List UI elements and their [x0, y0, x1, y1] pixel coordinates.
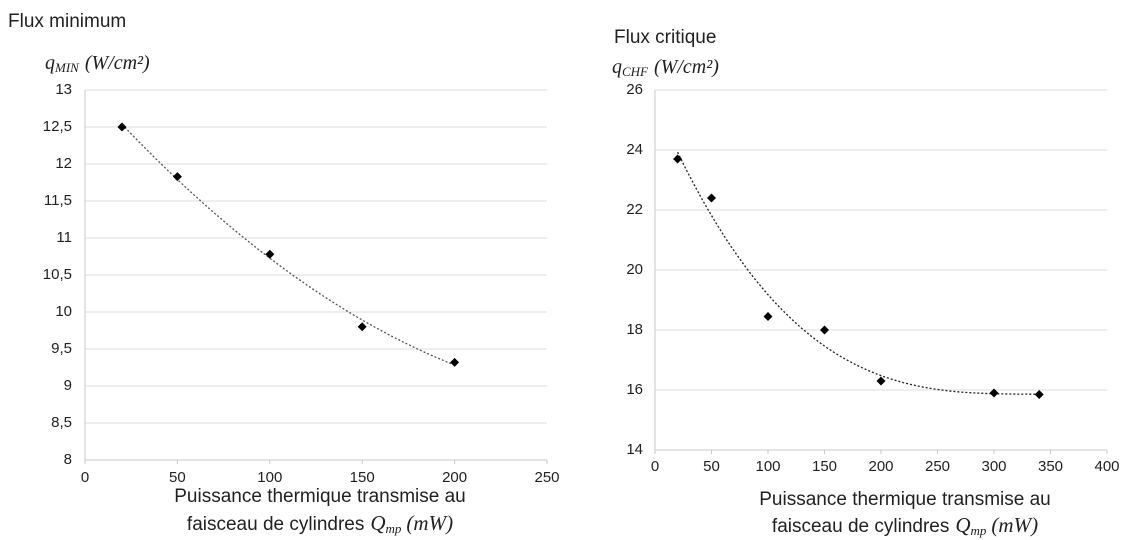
- y-tick-label: 26: [626, 81, 643, 98]
- y-label-symbol: q: [45, 52, 55, 74]
- chart-title: Flux minimum: [8, 11, 126, 32]
- data-point: [450, 357, 460, 367]
- x-label-subscript: mp: [386, 521, 402, 536]
- y-tick-label: 8: [64, 451, 72, 468]
- y-label-unit: (W/cm²): [85, 52, 150, 74]
- x-tick-label: 50: [703, 458, 720, 475]
- y-tick-label: 16: [626, 381, 643, 398]
- y-tick-label: 9: [64, 377, 72, 394]
- x-label-line: Puissance thermique transmise au: [759, 489, 1050, 510]
- x-tick-label: 400: [1094, 458, 1119, 475]
- x-label-line: Puissance thermique transmise au: [174, 486, 465, 507]
- chart-title: Flux critique: [614, 27, 716, 48]
- x-label-unit: (mW): [991, 513, 1038, 537]
- x-axis-label: faisceau de cylindres Qmp (mW): [772, 513, 1038, 538]
- data-point: [265, 249, 275, 259]
- y-label-symbol: q: [612, 56, 622, 78]
- y-tick-label: 24: [626, 141, 643, 158]
- y-axis-label: qCHF (W/cm²): [612, 56, 719, 79]
- trendline: [677, 151, 1040, 395]
- x-tick-label: 200: [868, 458, 893, 475]
- x-tick-label: 50: [169, 469, 186, 486]
- x-label-line: faisceau de cylindres: [187, 514, 364, 535]
- x-tick-label: 100: [755, 458, 780, 475]
- data-point: [820, 325, 829, 335]
- x-tick-label: 250: [925, 458, 950, 475]
- data-point: [673, 154, 683, 164]
- y-tick-label: 13: [55, 81, 72, 98]
- trendline: [121, 123, 455, 366]
- y-tick-label: 22: [626, 201, 643, 218]
- x-tick-label: 300: [981, 458, 1006, 475]
- x-tick-label: 0: [81, 469, 89, 486]
- data-point: [876, 376, 886, 386]
- y-tick-label: 12,5: [43, 118, 72, 135]
- x-tick-label: 150: [812, 458, 837, 475]
- y-tick-label: 10: [55, 303, 72, 320]
- x-tick-label: 150: [350, 469, 375, 486]
- x-tick-label: 250: [534, 469, 559, 486]
- data-point: [172, 172, 182, 182]
- x-tick-label: 100: [257, 469, 282, 486]
- y-tick-label: 12: [55, 155, 72, 172]
- x-axis-label: Puissance thermique transmise au: [759, 489, 1050, 510]
- y-tick-label: 18: [626, 321, 643, 338]
- data-point: [763, 312, 773, 321]
- y-tick-label: 11: [56, 229, 72, 246]
- x-label-symbol: Q: [370, 511, 385, 535]
- y-tick-label: 20: [626, 261, 643, 278]
- data-point: [357, 322, 367, 332]
- y-tick-label: 8,5: [51, 414, 72, 431]
- x-tick-label: 0: [651, 458, 659, 475]
- data-point: [1034, 390, 1044, 399]
- data-point: [989, 388, 999, 398]
- y-tick-label: 10,5: [43, 266, 72, 283]
- y-tick-label: 11,5: [44, 192, 72, 209]
- y-label-subscript: MIN: [54, 60, 80, 75]
- x-axis-label: faisceau de cylindres Qmp (mW): [187, 511, 453, 536]
- y-label-unit: (W/cm²): [654, 56, 719, 78]
- y-tick-label: 9,5: [51, 340, 72, 357]
- x-label-unit: (mW): [406, 511, 453, 535]
- data-point: [117, 122, 127, 132]
- x-label-line: faisceau de cylindres: [772, 516, 949, 537]
- x-label-subscript: mp: [971, 523, 987, 538]
- y-tick-label: 14: [626, 441, 643, 458]
- data-point: [707, 193, 716, 203]
- x-label-symbol: Q: [955, 513, 970, 537]
- y-axis-label: qMIN (W/cm²): [45, 52, 150, 75]
- x-tick-label: 350: [1038, 458, 1063, 475]
- x-axis-label: Puissance thermique transmise au: [174, 486, 465, 507]
- y-label-subscript: CHF: [622, 64, 649, 79]
- x-tick-label: 200: [442, 469, 467, 486]
